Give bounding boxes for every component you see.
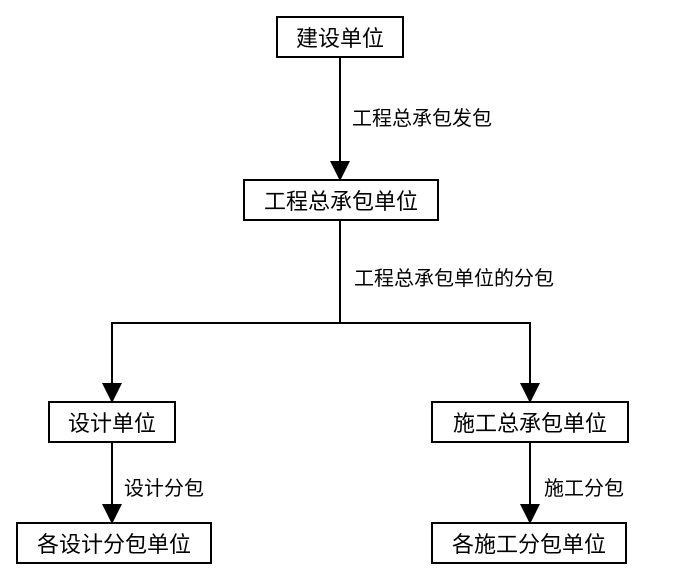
edge-3 (340, 323, 530, 401)
node-n1: 建设单位 (276, 16, 404, 58)
edge-label-0: 工程总承包发包 (352, 102, 492, 131)
node-n5: 各设计分包单位 (16, 522, 212, 564)
edge-label-4: 设计分包 (124, 472, 204, 501)
edge-label-5: 施工分包 (544, 472, 624, 501)
edge-2 (112, 323, 340, 401)
edge-label-1: 工程总承包单位的分包 (354, 262, 554, 291)
node-n4: 施工总承包单位 (431, 401, 629, 443)
node-n3: 设计单位 (48, 401, 176, 443)
node-n6: 各施工分包单位 (431, 522, 627, 564)
node-n2: 工程总承包单位 (243, 179, 439, 221)
